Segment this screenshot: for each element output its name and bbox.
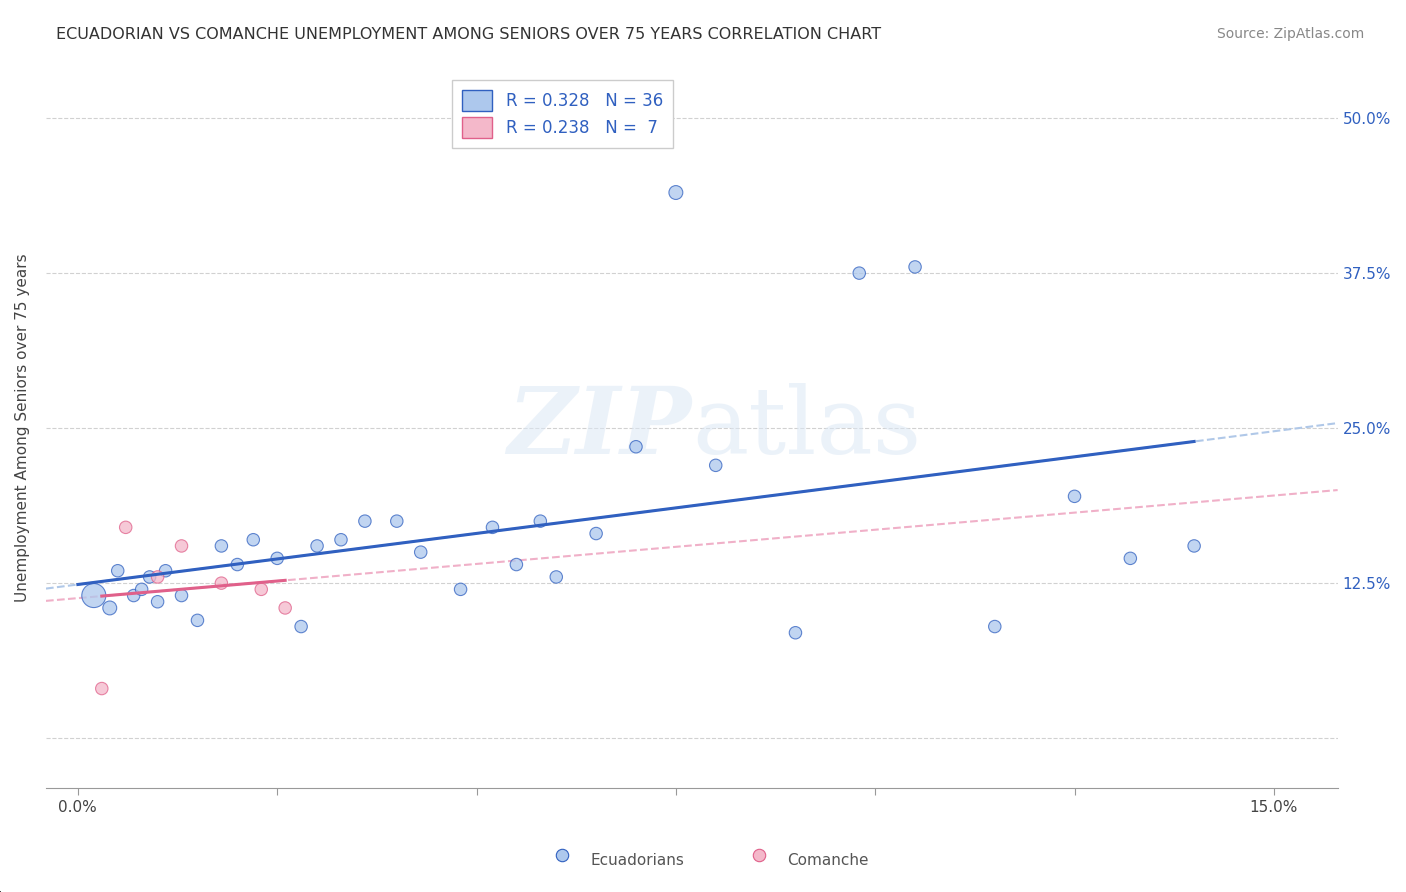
Point [307, 539, 329, 553]
Point [785, 625, 807, 640]
Point [290, 619, 312, 633]
Point [250, 582, 273, 597]
Text: atlas: atlas [692, 384, 921, 473]
Point [624, 440, 647, 454]
Point [1182, 539, 1205, 553]
Text: Ecuadorians: Ecuadorians [591, 854, 685, 868]
Point [242, 533, 264, 547]
Legend: R = 0.328   N = 36, R = 0.238   N =  7: R = 0.328 N = 36, R = 0.238 N = 7 [453, 80, 673, 148]
Point [155, 564, 177, 578]
Point [146, 570, 169, 584]
Point [131, 582, 153, 597]
Text: ECUADORIAN VS COMANCHE UNEMPLOYMENT AMONG SENIORS OVER 75 YEARS CORRELATION CHAR: ECUADORIAN VS COMANCHE UNEMPLOYMENT AMON… [56, 27, 882, 42]
Point [170, 539, 193, 553]
Point [186, 613, 208, 627]
Point [209, 539, 232, 553]
Point [209, 576, 232, 591]
Text: Comanche: Comanche [787, 854, 869, 868]
Point [170, 589, 193, 603]
Point [138, 570, 160, 584]
Point [122, 589, 145, 603]
Point [226, 558, 249, 572]
Y-axis label: Unemployment Among Seniors over 75 years: Unemployment Among Seniors over 75 years [15, 254, 30, 602]
Point [704, 458, 727, 473]
Point [904, 260, 927, 274]
Point [748, 847, 770, 862]
Point [585, 526, 607, 541]
Point [90, 681, 112, 696]
Point [450, 582, 472, 597]
Point [546, 570, 568, 584]
Point [114, 520, 136, 534]
Point [274, 601, 297, 615]
Point [266, 551, 288, 566]
Point [529, 514, 551, 528]
Point [98, 601, 121, 615]
Point [409, 545, 432, 559]
Point [354, 514, 377, 528]
Point [107, 564, 129, 578]
Point [984, 619, 1007, 633]
Point [551, 847, 574, 862]
Point [385, 514, 408, 528]
Point [83, 589, 105, 603]
Point [146, 595, 169, 609]
Text: Source: ZipAtlas.com: Source: ZipAtlas.com [1216, 27, 1364, 41]
Text: ZIP: ZIP [508, 384, 692, 473]
Point [330, 533, 353, 547]
Point [665, 186, 688, 200]
Point [481, 520, 503, 534]
Point [505, 558, 527, 572]
Point [1063, 489, 1085, 503]
Point [1119, 551, 1142, 566]
Point [848, 266, 870, 280]
